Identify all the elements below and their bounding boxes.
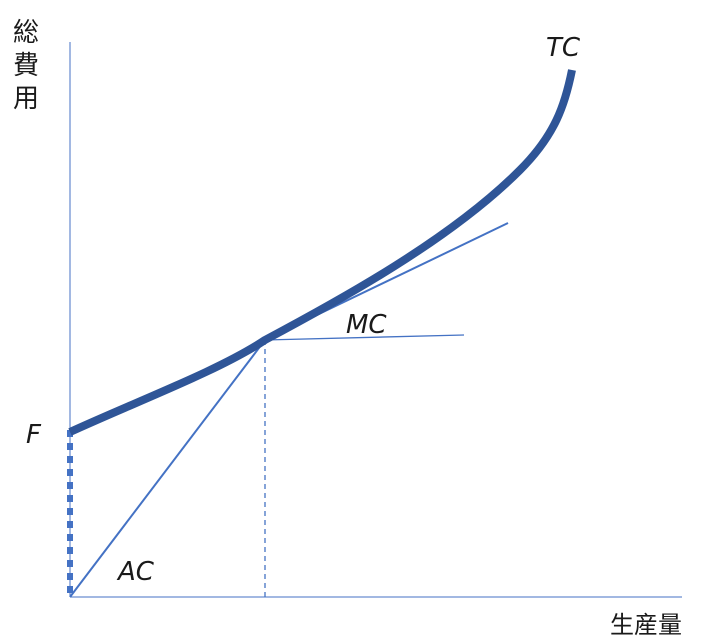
x-axis-label: 生産量 (610, 611, 682, 639)
y-axis-label-char-2: 費 (13, 51, 39, 81)
f-label: F (26, 420, 42, 450)
tc-label: TC (546, 33, 581, 63)
y-axis-label-char-1: 総 (13, 18, 39, 48)
ac-label: AC (116, 557, 155, 587)
y-axis-label-char-3: 用 (13, 84, 39, 114)
mc-label: MC (346, 310, 387, 340)
tc-curve (68, 69, 576, 436)
ac-ray (69, 339, 266, 598)
mc-line (264, 334, 465, 341)
